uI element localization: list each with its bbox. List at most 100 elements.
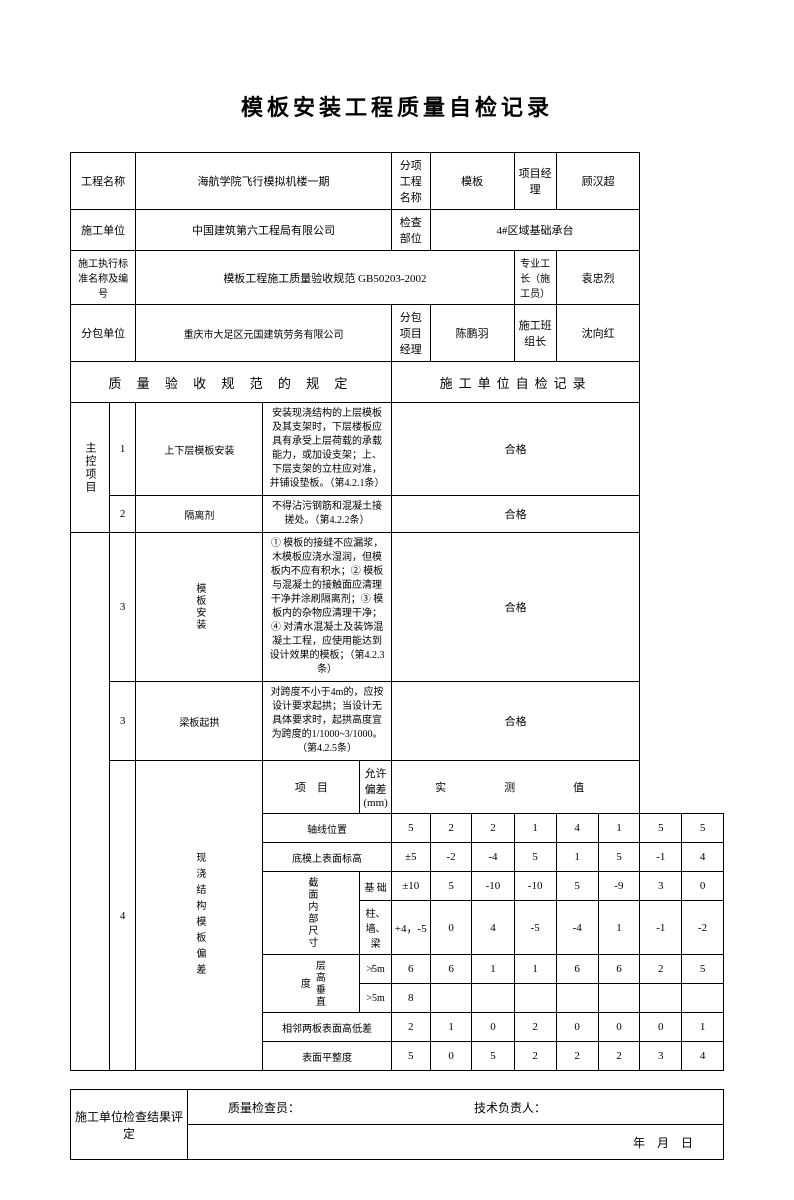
- cell-foreman: 袁忠烈: [556, 251, 640, 305]
- measured-value: 4: [682, 843, 724, 872]
- footer-blank: [188, 1125, 472, 1160]
- cell-crew-label: 施工班组长: [514, 305, 556, 362]
- row4-result: 合格: [391, 682, 640, 761]
- row3-spec: ① 模板的接缝不应漏浆，木模板应浇水湿润，但模板内不应有积水；② 模板与混凝土的…: [263, 533, 391, 682]
- footer-date: 年 月 日: [471, 1125, 724, 1160]
- main-ctrl-label: 主控项目: [71, 403, 110, 533]
- m-tol: 2: [391, 1013, 430, 1042]
- measured-value: [598, 984, 640, 1013]
- cell-subproject-label: 分项工程名称: [391, 153, 430, 210]
- measured-value: [556, 984, 598, 1013]
- measured-value: -5: [514, 901, 556, 955]
- m-tol: ±10: [391, 872, 430, 901]
- footer-table: 施工单位检查结果评定 质量检查员： 技术负责人： 年 月 日: [70, 1089, 724, 1160]
- measured-value: [640, 984, 682, 1013]
- m-name: 轴线位置: [263, 814, 391, 843]
- row1-result: 合格: [391, 403, 640, 496]
- cell-inspectpart: 4#区域基础承台: [430, 210, 640, 251]
- row2-result: 合格: [391, 496, 640, 533]
- measured-value: 0: [472, 1013, 514, 1042]
- row2-name: 隔离剂: [136, 496, 263, 533]
- row3-no: 3: [110, 533, 136, 682]
- row1-no: 1: [110, 403, 136, 496]
- measured-value: 1: [514, 814, 556, 843]
- m-name: >5m: [360, 984, 391, 1013]
- measured-value: 5: [556, 872, 598, 901]
- measured-value: 0: [640, 1013, 682, 1042]
- cell-contractor: 中国建筑第六工程局有限公司: [136, 210, 391, 251]
- measured-value: -10: [514, 872, 556, 901]
- measured-value: 2: [430, 814, 472, 843]
- row3-name: 模板安装: [136, 533, 263, 682]
- measured-value: 5: [514, 843, 556, 872]
- cell-foreman-label: 专业工长（施工员）: [514, 251, 556, 305]
- cell-pm-label: 项目经理: [514, 153, 556, 210]
- measured-value: -1: [640, 843, 682, 872]
- measured-value: 6: [430, 955, 472, 984]
- cell-standard: 模板工程施工质量验收规范 GB50203-2002: [136, 251, 514, 305]
- m-tol: 8: [391, 984, 430, 1013]
- cell-pm: 顾汉超: [556, 153, 640, 210]
- m-name: 相邻两板表面高低差: [263, 1013, 391, 1042]
- measured-value: 1: [556, 843, 598, 872]
- measured-value: 5: [682, 814, 724, 843]
- measured-value: [430, 984, 472, 1013]
- measured-value: 1: [430, 1013, 472, 1042]
- measured-value: 5: [682, 955, 724, 984]
- measured-value: 1: [682, 1013, 724, 1042]
- measured-value: -4: [556, 901, 598, 955]
- row1-spec: 安装现浇结构的上层模板及其支架时，下层楼板应具有承受上层荷载的承载能力，或加设支…: [263, 403, 391, 496]
- section-left: 质 量 验 收 规 范 的 规 定: [71, 362, 392, 403]
- measured-value: 0: [682, 872, 724, 901]
- row2-spec: 不得沾污钢筋和混凝土接搓处。（第4.2.2条）: [263, 496, 391, 533]
- cell-crew: 沈向红: [556, 305, 640, 362]
- cell-standard-label: 施工执行标准名称及编号: [71, 251, 136, 305]
- measured-value: 5: [430, 872, 472, 901]
- row5-name: 现浇结构模板偏差: [136, 761, 263, 1071]
- m-tol: ±5: [391, 843, 430, 872]
- cell-subpm: 陈鹏羽: [430, 305, 514, 362]
- measured-value: 0: [430, 1042, 472, 1071]
- meas-tol-label: 允许偏差(mm): [360, 761, 391, 814]
- m-tol: 6: [391, 955, 430, 984]
- blank-side: [71, 533, 110, 1071]
- row1-name: 上下层模板安装: [136, 403, 263, 496]
- cell-project-name-label: 工程名称: [71, 153, 136, 210]
- header-table: 工程名称 海航学院飞行模拟机楼一期 分项工程名称 模板 项目经理 顾汉超 施工单…: [70, 152, 724, 1071]
- measured-value: 1: [598, 814, 640, 843]
- cell-inspectpart-label: 检查部位: [391, 210, 430, 251]
- measured-value: -2: [682, 901, 724, 955]
- m-name: 底模上表面标高: [263, 843, 391, 872]
- measured-value: [682, 984, 724, 1013]
- cell-subcon: 重庆市大足区元国建筑劳务有限公司: [136, 305, 391, 362]
- measured-value: 1: [514, 955, 556, 984]
- measured-value: 0: [430, 901, 472, 955]
- measured-value: 6: [556, 955, 598, 984]
- footer-inspector: 质量检查员：: [188, 1090, 472, 1125]
- measured-value: 1: [598, 901, 640, 955]
- cell-contractor-label: 施工单位: [71, 210, 136, 251]
- footer-tech: 技术负责人：: [471, 1090, 724, 1125]
- measured-value: 4: [472, 901, 514, 955]
- measured-value: 6: [598, 955, 640, 984]
- meas-value-label: 实 测 值: [391, 761, 640, 814]
- meas-item-label: 项 目: [263, 761, 360, 814]
- row5-no: 4: [110, 761, 136, 1071]
- measured-value: -10: [472, 872, 514, 901]
- m-name: ≯5m: [360, 955, 391, 984]
- page-title: 模板安装工程质量自检记录: [70, 90, 724, 122]
- row2-no: 2: [110, 496, 136, 533]
- measured-value: 3: [640, 872, 682, 901]
- measured-value: -4: [472, 843, 514, 872]
- measured-value: 2: [640, 955, 682, 984]
- m-name: 柱、墙、梁: [360, 901, 391, 955]
- measured-value: 5: [598, 843, 640, 872]
- row4-no: 3: [110, 682, 136, 761]
- m-name: 表面平整度: [263, 1042, 391, 1071]
- measured-value: 4: [556, 814, 598, 843]
- measured-value: 2: [472, 814, 514, 843]
- section-right: 施工单位自检记录: [391, 362, 640, 403]
- measured-value: 3: [640, 1042, 682, 1071]
- measured-value: -9: [598, 872, 640, 901]
- row4-name: 梁板起拱: [136, 682, 263, 761]
